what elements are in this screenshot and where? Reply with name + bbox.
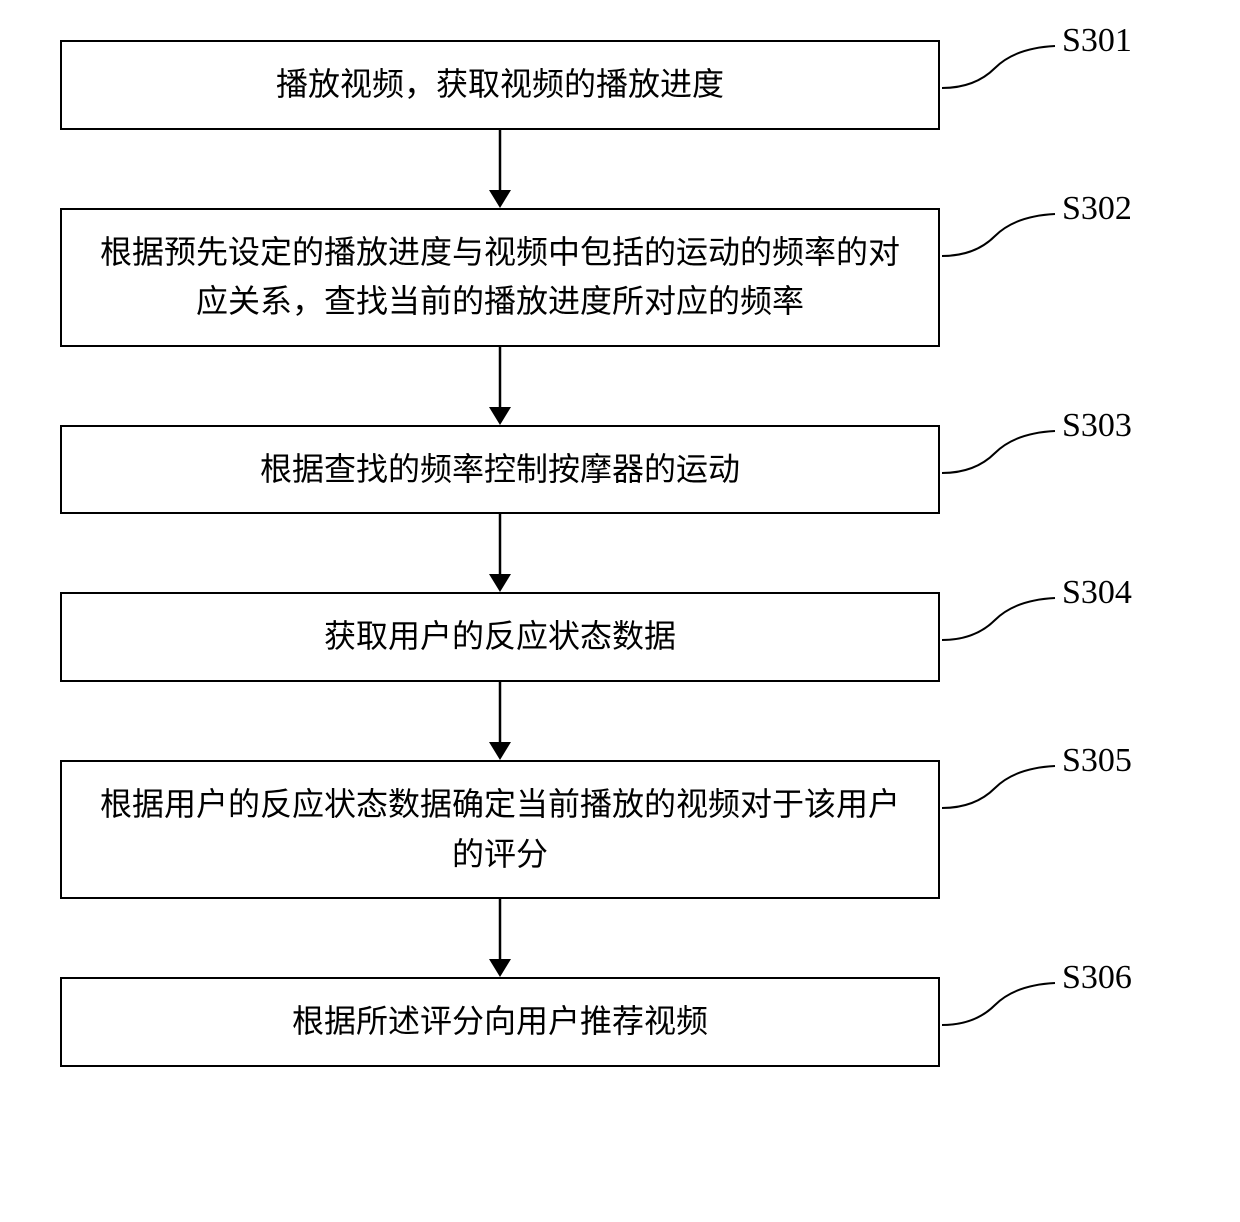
flow-step: 根据用户的反应状态数据确定当前播放的视频对于该用户的评分S305 [60,760,1180,899]
flow-step-box: 根据所述评分向用户推荐视频 [60,977,940,1067]
arrow-container [60,347,940,425]
arrow-down-icon [487,514,513,592]
flow-step: 根据查找的频率控制按摩器的运动S303 [60,425,1180,515]
step-label: S306 [1062,959,1132,997]
step-label: S304 [1062,574,1132,612]
step-label: S302 [1062,190,1132,228]
step-label-wrap: S301 [940,40,1180,90]
label-connector [940,760,1060,815]
step-label-wrap: S304 [940,592,1180,642]
step-label: S303 [1062,407,1132,445]
arrow-down-icon [487,347,513,425]
step-label-wrap: S306 [940,977,1180,1027]
step-label-wrap: S303 [940,425,1180,475]
label-connector [940,208,1060,263]
arrow-container [60,682,940,760]
label-connector [940,40,1060,95]
flow-step-box: 根据用户的反应状态数据确定当前播放的视频对于该用户的评分 [60,760,940,899]
flow-step: 根据预先设定的播放进度与视频中包括的运动的频率的对应关系，查找当前的播放进度所对… [60,208,1180,347]
label-connector [940,977,1060,1032]
arrow-container [60,899,940,977]
flow-step-box: 获取用户的反应状态数据 [60,592,940,682]
step-label-wrap: S302 [940,208,1180,258]
arrow-container [60,514,940,592]
arrow-down-icon [487,899,513,977]
label-connector [940,425,1060,480]
label-connector [940,592,1060,647]
flow-step: 播放视频，获取视频的播放进度S301 [60,40,1180,130]
arrow-down-icon [487,682,513,760]
step-label: S301 [1062,22,1132,60]
flow-step-box: 播放视频，获取视频的播放进度 [60,40,940,130]
flow-step-box: 根据预先设定的播放进度与视频中包括的运动的频率的对应关系，查找当前的播放进度所对… [60,208,940,347]
flow-step-box: 根据查找的频率控制按摩器的运动 [60,425,940,515]
flow-step: 根据所述评分向用户推荐视频S306 [60,977,1180,1067]
step-label: S305 [1062,742,1132,780]
flowchart-container: 播放视频，获取视频的播放进度S301 根据预先设定的播放进度与视频中包括的运动的频… [60,40,1180,1067]
flow-step: 获取用户的反应状态数据S304 [60,592,1180,682]
arrow-down-icon [487,130,513,208]
step-label-wrap: S305 [940,760,1180,810]
arrow-container [60,130,940,208]
